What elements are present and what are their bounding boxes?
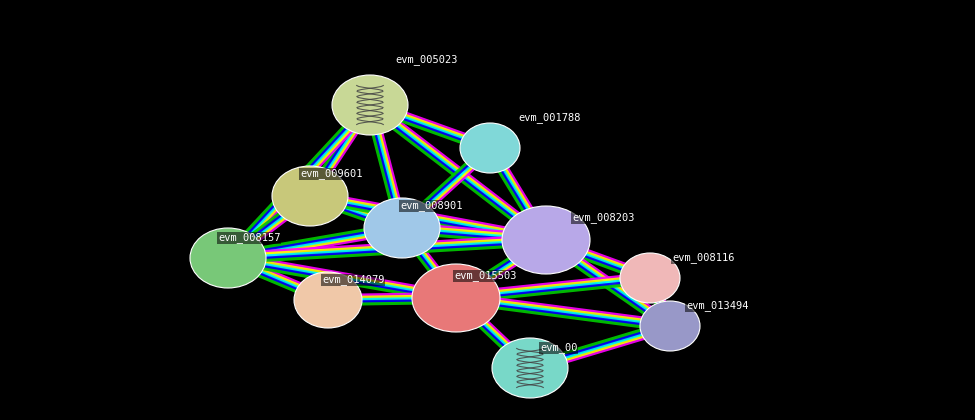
Ellipse shape bbox=[364, 198, 440, 258]
Ellipse shape bbox=[492, 338, 568, 398]
Text: evm_014079: evm_014079 bbox=[322, 275, 384, 286]
Text: evm_013494: evm_013494 bbox=[686, 301, 749, 312]
Ellipse shape bbox=[272, 166, 348, 226]
Ellipse shape bbox=[502, 206, 590, 274]
Text: evm_001788: evm_001788 bbox=[518, 113, 580, 123]
Ellipse shape bbox=[620, 253, 680, 303]
Ellipse shape bbox=[294, 272, 362, 328]
Text: evm_008901: evm_008901 bbox=[400, 200, 462, 211]
Ellipse shape bbox=[332, 75, 408, 135]
Text: evm_008203: evm_008203 bbox=[572, 213, 635, 223]
Text: evm_00: evm_00 bbox=[540, 343, 577, 354]
Text: evm_015503: evm_015503 bbox=[454, 270, 517, 281]
Text: evm_005023: evm_005023 bbox=[395, 55, 457, 66]
Ellipse shape bbox=[640, 301, 700, 351]
Text: evm_008157: evm_008157 bbox=[218, 233, 281, 244]
Text: evm_009601: evm_009601 bbox=[300, 168, 363, 179]
Ellipse shape bbox=[412, 264, 500, 332]
Ellipse shape bbox=[190, 228, 266, 288]
Text: evm_008116: evm_008116 bbox=[672, 252, 734, 263]
Ellipse shape bbox=[460, 123, 520, 173]
